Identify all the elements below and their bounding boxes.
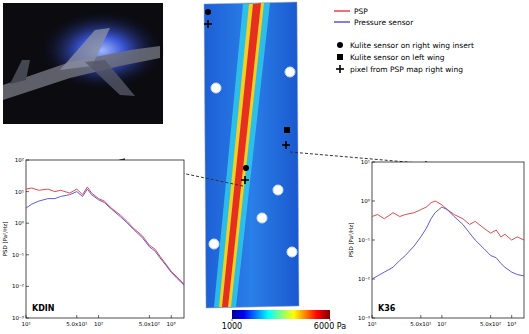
colorbar-scale <box>232 310 330 319</box>
y-tick-label: 10⁻³ <box>12 315 24 321</box>
marker-plus <box>282 141 290 149</box>
map-band <box>214 3 270 307</box>
chart-title: K36 <box>378 304 396 313</box>
marker-circle <box>205 9 211 15</box>
marker-plus <box>241 176 249 184</box>
map-hole <box>211 83 221 93</box>
x-tick <box>98 315 99 318</box>
map-hole <box>257 213 267 223</box>
y-tick-label: 10⁻² <box>12 283 24 289</box>
marker-plus <box>204 20 212 28</box>
x-tick-label: 10² <box>437 321 446 327</box>
x-tick-label: 10² <box>94 321 103 327</box>
marker-square <box>337 54 343 60</box>
x-tick-label: 5.0x10² <box>139 321 160 327</box>
x-tick <box>26 315 27 318</box>
chart: 10¹ 5.0x10¹ 10² 5.0x10² 10³ 10⁻³ 10⁻² 10⁻¹ 10⁰ 10… <box>348 159 524 327</box>
colorbar-tick-label: 6000 Pa <box>314 322 346 331</box>
legend-line <box>334 10 350 11</box>
y-tick-label: 10² <box>15 157 24 163</box>
marker-circle <box>243 165 249 171</box>
series-line <box>372 201 524 240</box>
y-tick <box>372 240 375 241</box>
x-tick <box>441 315 442 318</box>
photo <box>3 3 165 124</box>
y-tick-label: 10⁻¹ <box>12 252 24 258</box>
y-tick-label: 10⁰ <box>361 198 371 204</box>
marker-plus-line <box>285 141 287 149</box>
y-tick-label: 10⁻² <box>358 276 370 282</box>
legend-label: Kulite sensor on right wing insert <box>350 41 474 50</box>
x-tick <box>171 315 172 318</box>
x-tick-label: 10³ <box>167 321 176 327</box>
plot-frame <box>26 160 184 318</box>
y-tick <box>26 223 29 224</box>
series-line <box>26 187 184 284</box>
legend-label: pixel from PSP map right wing <box>350 65 463 74</box>
map-band <box>222 3 261 307</box>
legend-line <box>334 21 350 22</box>
figure: 1000 6000 Pa PSP Pressure sensor Kulite sens… <box>0 0 529 334</box>
x-tick <box>511 315 512 318</box>
x-tick <box>420 315 421 318</box>
marker-circle <box>337 42 343 48</box>
y-tick-label: 10⁻³ <box>358 315 370 321</box>
x-tick <box>76 315 77 318</box>
plot-data <box>372 201 524 279</box>
series-line <box>26 189 184 285</box>
x-tick <box>372 315 373 318</box>
photo-wing <box>85 60 135 96</box>
x-tick-label: 5.0x10² <box>480 321 501 327</box>
y-tick <box>372 318 375 319</box>
map-hole <box>209 239 219 249</box>
x-tick <box>149 315 150 318</box>
marker-plus-line <box>244 176 246 184</box>
y-axis-label: PSD [Pa²/Hz] <box>2 222 8 257</box>
chart: 10¹ 5.0x10¹ 10² 5.0x10² 10³ 10⁻³ 10⁻² 10⁻¹ 10⁰ 10… <box>2 157 184 327</box>
psp-map <box>204 2 299 308</box>
y-axis-label: PSD [Pa²/Hz] <box>348 223 354 258</box>
legend-label: Kulite sensor on left wing <box>350 53 445 62</box>
map-hole <box>273 185 283 195</box>
marker-plus-line <box>207 20 209 28</box>
x-tick-label: 5.0x10¹ <box>66 321 87 327</box>
legend: PSP Pressure sensor Kulite sensor on right… <box>334 7 474 74</box>
plot-frame <box>372 162 524 318</box>
map-surface <box>204 2 299 308</box>
y-tick <box>26 286 29 287</box>
map-hole <box>287 247 297 257</box>
marker-plus-line <box>339 65 341 73</box>
x-tick <box>490 315 491 318</box>
x-tick-label: 10¹ <box>367 321 376 327</box>
map-band <box>219 3 264 307</box>
y-tick-label: 10¹ <box>15 189 24 195</box>
y-tick <box>26 160 29 161</box>
colorbar-tick <box>330 319 331 321</box>
x-tick-label: 5.0x10¹ <box>410 321 431 327</box>
x-tick-label: 10³ <box>507 321 516 327</box>
y-tick-label: 10⁰ <box>15 220 25 226</box>
colorbar-tick-label: 1000 <box>222 322 242 331</box>
y-tick-label: 10⁻¹ <box>358 237 370 243</box>
plot-data <box>26 187 184 285</box>
y-tick-label: 10¹ <box>361 159 370 165</box>
legend-label: PSP <box>354 7 368 16</box>
photo-tail <box>10 60 30 84</box>
colorbar-tick <box>232 319 233 321</box>
map-hole <box>285 67 295 77</box>
marker-square <box>284 127 290 133</box>
y-tick <box>372 162 375 163</box>
legend-label: Pressure sensor <box>354 18 414 27</box>
y-tick <box>372 201 375 202</box>
chart-title: KDIN <box>32 304 55 313</box>
y-tick <box>26 254 29 255</box>
marker-plus <box>336 65 344 73</box>
y-tick <box>26 191 29 192</box>
series-line <box>372 207 524 279</box>
colorbar: 1000 6000 Pa <box>222 310 346 331</box>
x-tick-label: 10¹ <box>21 321 30 327</box>
y-tick <box>26 318 29 319</box>
